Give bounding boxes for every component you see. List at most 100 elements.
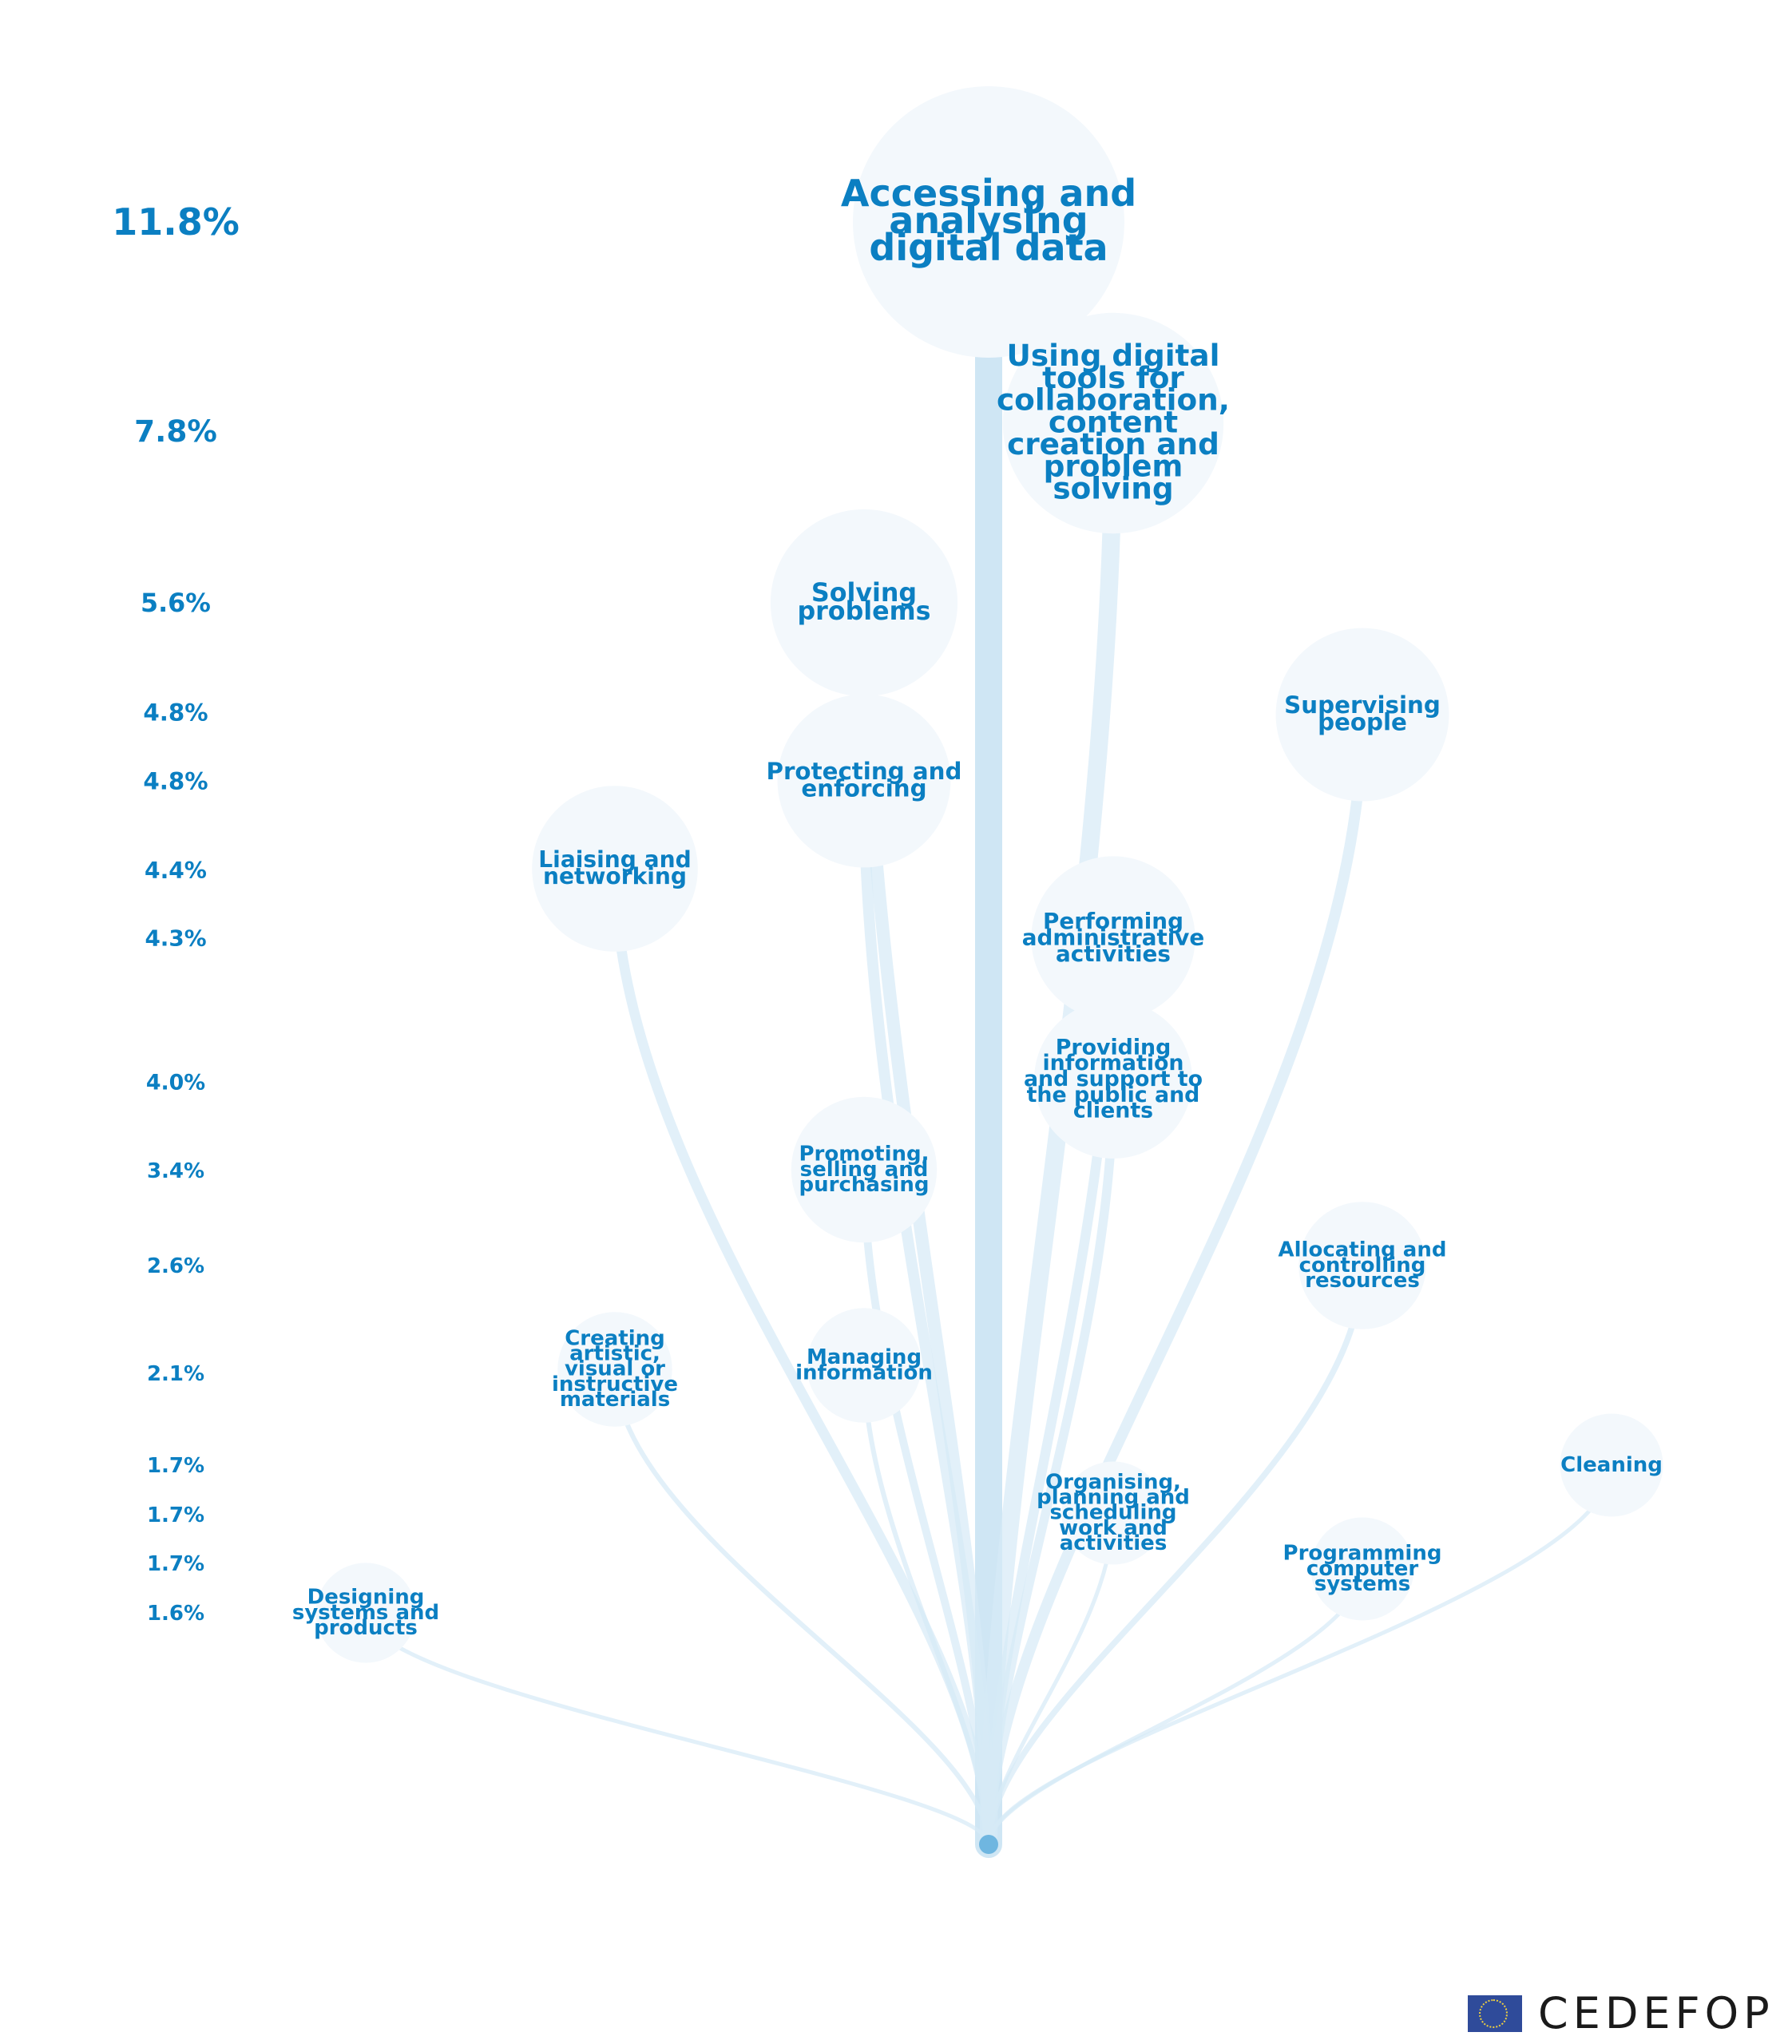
scale-label-9: 2.6% (147, 1254, 204, 1278)
label-line: Allocating and (1279, 1238, 1447, 1262)
chart-bubbles (315, 86, 1663, 1854)
label-line: analysing (889, 199, 1088, 242)
label-13: Organising, planning and scheduling work an… (1037, 1470, 1190, 1555)
scale-label-5: 4.4% (145, 858, 207, 884)
label-line: instructive (552, 1373, 678, 1396)
bubble-4 (777, 694, 951, 868)
label-8: Promoting, selling and purchasing (799, 1143, 929, 1197)
bubble-2 (770, 509, 958, 697)
label-line: problem (1044, 449, 1183, 484)
root-node (979, 1835, 998, 1854)
scale-label-2: 5.6% (141, 589, 211, 618)
label-14: Programming computer systems (1283, 1542, 1442, 1596)
scale-label-11: 1.7% (147, 1454, 204, 1478)
label-line: digital data (869, 226, 1108, 269)
label-4: Protecting and enforcing (767, 758, 962, 802)
scale-label-13: 1.7% (147, 1552, 204, 1576)
label-line: networking (543, 863, 687, 889)
label-line: artistic, (569, 1342, 660, 1366)
label-line: content (1049, 404, 1178, 439)
bubble-11 (807, 1308, 922, 1423)
label-line: enforcing (801, 775, 926, 802)
bubble-1 (1002, 312, 1224, 534)
label-line: computer (1306, 1557, 1419, 1581)
chart-links (363, 208, 1614, 1858)
bubble-13 (1061, 1461, 1165, 1565)
label-line: Liaising and (538, 846, 691, 873)
label-12: Cleaning (1560, 1453, 1663, 1477)
label-line: and support to (1024, 1067, 1203, 1091)
label-line: selling and (800, 1158, 929, 1182)
label-line: people (1318, 709, 1407, 736)
scale-label-7: 4.0% (146, 1070, 205, 1095)
label-7: Providing information and support to the pu… (1024, 1035, 1203, 1123)
bubble-10 (557, 1312, 672, 1427)
link-10 (612, 1366, 992, 1848)
eu-flag-icon (1468, 1995, 1522, 2032)
bubble-8 (791, 1096, 938, 1243)
label-line: collaboration, (997, 382, 1230, 418)
label-line: activities (1060, 1531, 1168, 1555)
bubble-0 (853, 86, 1124, 358)
label-9: Allocating and controlling resources (1279, 1238, 1447, 1293)
label-line: Programming (1283, 1542, 1442, 1566)
label-line: Solving (811, 579, 917, 608)
scale-label-1: 7.8% (134, 414, 217, 449)
label-line: Cleaning (1560, 1453, 1663, 1477)
label-2: Solving problems (798, 579, 931, 626)
label-line: Providing (1056, 1035, 1172, 1060)
label-line: information (795, 1361, 933, 1384)
link-9 (985, 1262, 1366, 1848)
label-line: Accessing and (841, 172, 1136, 215)
bubble-9 (1298, 1202, 1426, 1329)
label-6: Performing administrative activities (1022, 908, 1205, 967)
bubble-3 (1275, 628, 1449, 802)
link-7 (984, 1075, 1118, 1849)
label-line: systems and (292, 1601, 439, 1625)
percentage-scale: 11.8% 7.8% 5.6% 4.8% 4.8% 4.4% 4.3% 4.0% 3.4% 2.6… (112, 200, 240, 1626)
label-line: Supervising (1284, 691, 1441, 719)
label-line: administrative (1022, 924, 1205, 950)
link-15 (363, 1610, 991, 1847)
chart-labels: Accessing and analysing digital data Using … (292, 172, 1663, 1640)
label-line: Protecting and (767, 758, 962, 785)
label-line: Creating (565, 1326, 665, 1350)
label-11: Managing information (795, 1345, 933, 1384)
label-line: scheduling (1049, 1501, 1176, 1525)
label-line: Using digital (1007, 338, 1220, 373)
label-line: systems (1314, 1572, 1411, 1596)
bubble-5 (532, 786, 698, 952)
label-1: Using digital tools for collaboration, cont… (997, 338, 1230, 505)
link-1 (979, 414, 1123, 1854)
label-line: materials (560, 1388, 670, 1412)
label-line: solving (1053, 470, 1173, 505)
label-line: Managing (807, 1345, 922, 1369)
label-line: Organising, (1045, 1470, 1181, 1494)
label-line: visual or (565, 1357, 665, 1381)
scale-label-3: 4.8% (143, 699, 208, 726)
label-line: creation and (1007, 426, 1219, 461)
scale-label-14: 1.6% (147, 1602, 204, 1626)
scale-label-6: 4.3% (145, 925, 206, 952)
label-line: clients (1073, 1099, 1153, 1123)
scale-label-10: 2.1% (147, 1362, 204, 1386)
label-line: Designing (307, 1586, 425, 1610)
label-line: activities (1056, 941, 1171, 967)
label-15: Designing systems and products (292, 1586, 439, 1640)
label-line: information (1042, 1051, 1183, 1075)
label-line: products (314, 1616, 418, 1640)
scale-label-0: 11.8% (112, 200, 240, 244)
bubble-6 (1031, 856, 1195, 1020)
scale-label-8: 3.4% (147, 1159, 204, 1183)
label-line: problems (798, 597, 931, 626)
label-0: Accessing and analysing digital data (841, 172, 1136, 269)
label-line: resources (1305, 1269, 1420, 1293)
link-11 (861, 1362, 992, 1848)
label-line: the public and (1027, 1083, 1200, 1107)
label-line: work and (1059, 1516, 1168, 1540)
brand-name: CEDEFOP (1538, 1988, 1774, 2038)
label-3: Supervising people (1284, 691, 1441, 736)
bubble-15 (315, 1563, 416, 1663)
label-line: tools for (1042, 360, 1184, 395)
